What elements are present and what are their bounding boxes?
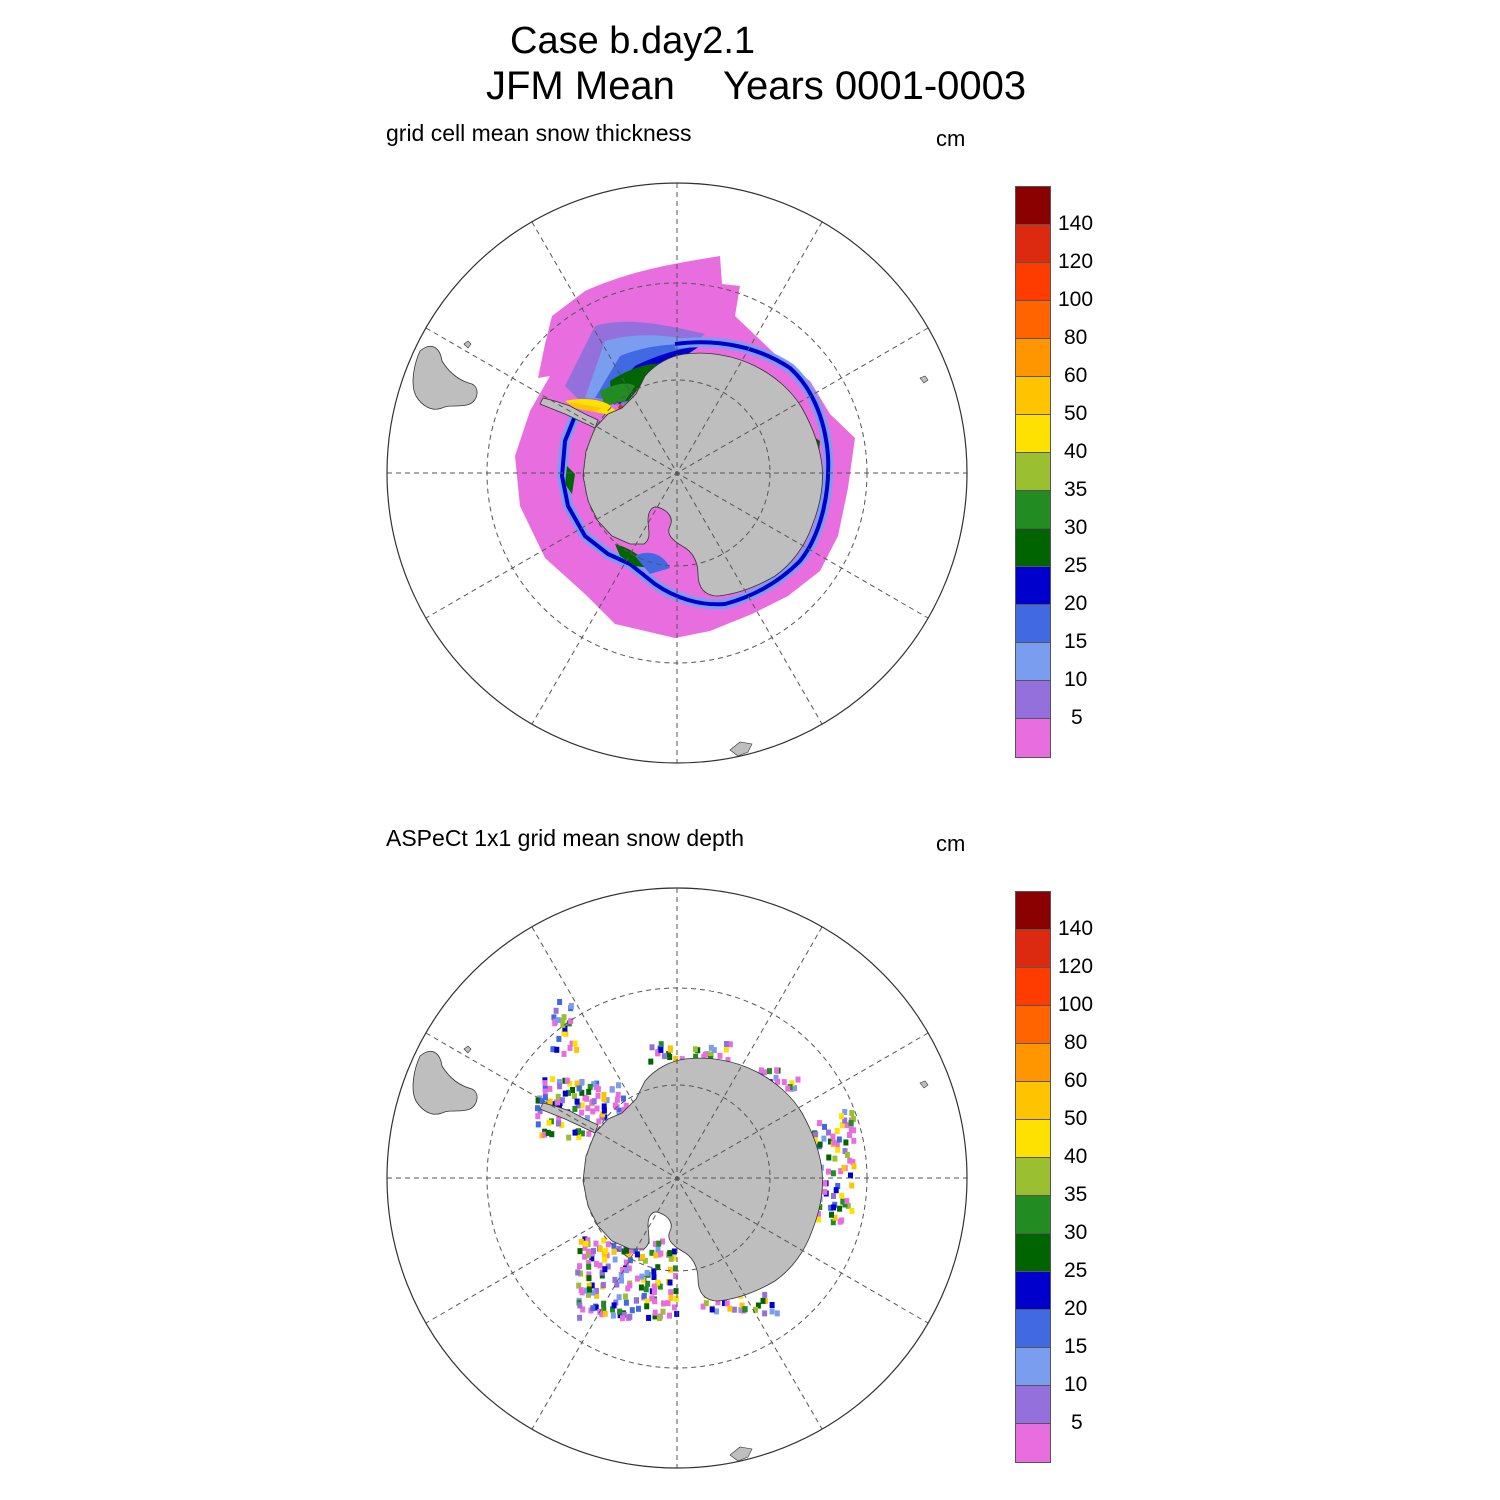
south-america-landmass: [412, 345, 478, 410]
colorbar-swatch: [1016, 681, 1050, 719]
colorbar-tick-label: 30: [1064, 1221, 1088, 1244]
colorbar-swatch: [1016, 1348, 1050, 1386]
antarctica-landmass: [582, 1057, 823, 1302]
colorbar-swatch: [1016, 263, 1050, 301]
panel-1-map-border: [386, 182, 968, 764]
colorbar-tick-label: 50: [1064, 402, 1088, 425]
panel-2-map-border: [386, 887, 968, 1469]
years-label: Years 0001-0003: [722, 64, 1027, 108]
colorbar-swatch: [1016, 187, 1050, 225]
colorbar-tick-label: 20: [1064, 1297, 1088, 1320]
colorbar-tick-label: 10: [1064, 668, 1088, 691]
colorbar-tick-label: 20: [1064, 592, 1088, 615]
colorbar-swatch: [1016, 453, 1050, 491]
colorbar-tick-label: 140: [1058, 212, 1094, 235]
colorbar-swatch: [1016, 415, 1050, 453]
colorbar-swatch: [1016, 1386, 1050, 1424]
colorbar-tick-label: 120: [1058, 250, 1094, 273]
colorbar-swatch: [1016, 529, 1050, 567]
panel-2-map: [386, 887, 968, 1469]
title-line-2: JFM Mean Years 0001-0003: [486, 64, 1026, 109]
panel-2-colorbar: [1015, 891, 1051, 1463]
colorbar-tick-label: 40: [1064, 440, 1088, 463]
colorbar-swatch: [1016, 1006, 1050, 1044]
colorbar-swatch: [1016, 1196, 1050, 1234]
colorbar-tick-label: 35: [1064, 1183, 1088, 1206]
colorbar-tick-label: 50: [1064, 1107, 1088, 1130]
south-america-landmass: [412, 1050, 478, 1115]
colorbar-tick-label: 40: [1064, 1145, 1088, 1168]
colorbar-tick-label: 120: [1058, 955, 1094, 978]
colorbar-tick-label: 100: [1058, 993, 1094, 1016]
panel-1-graticule: [387, 183, 967, 763]
colorbar-swatch: [1016, 930, 1050, 968]
colorbar-swatch: [1016, 719, 1050, 757]
colorbar-tick-label: 80: [1064, 326, 1088, 349]
colorbar-swatch: [1016, 491, 1050, 529]
colorbar-swatch: [1016, 1272, 1050, 1310]
colorbar-swatch: [1016, 892, 1050, 930]
colorbar-tick-label: 140: [1058, 917, 1094, 940]
colorbar-tick-label: 30: [1064, 516, 1088, 539]
colorbar-tick-label: 100: [1058, 288, 1094, 311]
panel-2-subtitle: ASPeCt 1x1 grid mean snow depth: [386, 825, 744, 851]
colorbar-tick-label: 25: [1064, 554, 1088, 577]
colorbar-swatch: [1016, 339, 1050, 377]
colorbar-swatch: [1016, 225, 1050, 263]
colorbar-tick-label: 15: [1064, 630, 1088, 653]
colorbar-swatch: [1016, 1158, 1050, 1196]
panel-1-unit: cm: [936, 126, 966, 151]
colorbar-tick-label: 80: [1064, 1031, 1088, 1054]
colorbar-swatch: [1016, 1044, 1050, 1082]
colorbar-swatch: [1016, 1310, 1050, 1348]
colorbar-tick-label: 10: [1064, 1373, 1088, 1396]
panel-1-subtitle: grid cell mean snow thickness: [386, 120, 692, 146]
panel-1-colorbar: [1015, 186, 1051, 758]
colorbar-swatch: [1016, 643, 1050, 681]
season-label: JFM Mean: [486, 64, 675, 108]
colorbar-tick-label: 60: [1064, 1069, 1088, 1092]
colorbar-swatch: [1016, 1082, 1050, 1120]
colorbar-swatch: [1016, 377, 1050, 415]
colorbar-swatch: [1016, 301, 1050, 339]
colorbar-swatch: [1016, 1424, 1050, 1462]
colorbar-tick-label: 35: [1064, 478, 1088, 501]
colorbar-swatch: [1016, 567, 1050, 605]
panel-2-graticule: [387, 888, 967, 1468]
title-line-1: Case b.day2.1: [510, 20, 756, 62]
colorbar-tick-label: 15: [1064, 1335, 1088, 1358]
colorbar-swatch: [1016, 968, 1050, 1006]
colorbar-tick-label: 5: [1071, 1411, 1083, 1434]
colorbar-tick-label: 60: [1064, 364, 1088, 387]
panel-1-map: [386, 182, 968, 764]
antarctica-landmass: [582, 352, 823, 597]
colorbar-swatch: [1016, 1234, 1050, 1272]
colorbar-swatch: [1016, 1120, 1050, 1158]
colorbar-tick-label: 25: [1064, 1259, 1088, 1282]
colorbar-tick-label: 5: [1071, 706, 1083, 729]
panel-2-unit: cm: [936, 831, 966, 856]
colorbar-swatch: [1016, 605, 1050, 643]
